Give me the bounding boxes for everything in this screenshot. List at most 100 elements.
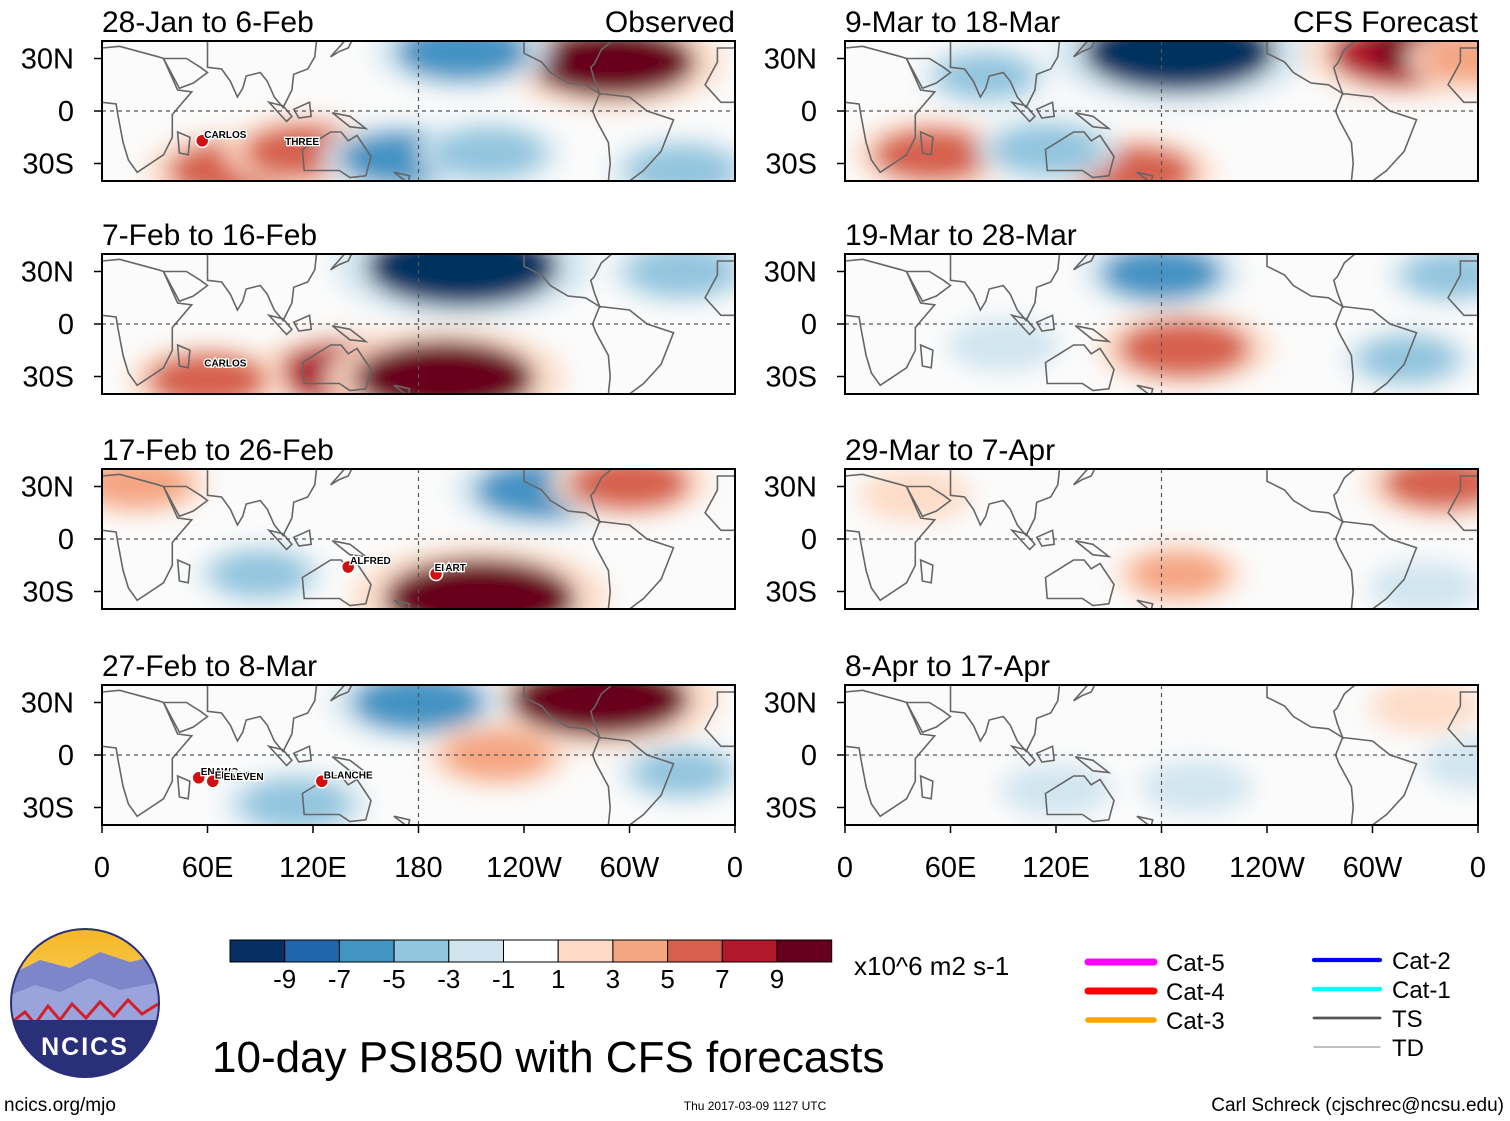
logo-text: NCICS bbox=[41, 1033, 129, 1061]
legend-label-cat-3: Cat-3 bbox=[1166, 1008, 1225, 1035]
anomaly-cell bbox=[1403, 254, 1478, 298]
continent-outline bbox=[162, 270, 209, 303]
storm-label: BART bbox=[438, 563, 466, 574]
continent-outline bbox=[176, 343, 191, 369]
panel-period-title: 17-Feb to 26-Feb bbox=[102, 434, 334, 467]
panel-source-label: Observed bbox=[605, 6, 735, 39]
land-outlines bbox=[845, 254, 1478, 394]
anomaly-cell bbox=[634, 749, 731, 796]
continent-outline bbox=[1009, 100, 1036, 123]
continent-outline bbox=[919, 343, 934, 369]
storm-marker bbox=[205, 774, 221, 789]
continent-outline bbox=[102, 258, 194, 387]
storm-marker bbox=[191, 770, 206, 785]
continent-outline bbox=[1447, 691, 1478, 748]
colorbar-swatch bbox=[448, 939, 504, 963]
anomaly-core bbox=[419, 254, 506, 287]
map-panel-fcst4: 30N 0 30S 8-Apr to 17-Apr 0 60E 120E 180 120W 60W… bbox=[764, 650, 1486, 884]
continent-outline bbox=[949, 254, 1061, 322]
continent-outline bbox=[949, 41, 1061, 109]
panel-period-title: 29-Mar to 7-Apr bbox=[845, 434, 1055, 467]
ncics-logo: NCICS bbox=[10, 928, 160, 1078]
x-tick-label: 60E bbox=[925, 852, 977, 884]
continent-outline bbox=[1044, 131, 1115, 179]
y-tick-label: 30S bbox=[22, 362, 74, 394]
continent-outline bbox=[949, 685, 1061, 753]
footer-credit: Carl Schreck (cjschrec@ncsu.edu) bbox=[1211, 1095, 1504, 1116]
storm-label: ALFRED bbox=[350, 556, 391, 567]
continent-outline bbox=[1136, 815, 1154, 825]
x-tick-label: 180 bbox=[394, 852, 442, 884]
continent-outline bbox=[949, 469, 1061, 537]
continent-outline bbox=[331, 540, 369, 558]
continent-outline bbox=[905, 57, 952, 90]
colorbar-tick-label: -3 bbox=[437, 964, 460, 994]
anomaly-cell bbox=[1154, 766, 1239, 807]
continent-outline bbox=[1073, 469, 1096, 486]
anomaly-cell bbox=[873, 474, 958, 516]
continent-outline bbox=[301, 131, 372, 179]
continent-outline bbox=[1044, 775, 1115, 823]
figure-title: 10-day PSI850 with CFS forecasts bbox=[212, 1033, 885, 1082]
continent-outline bbox=[176, 130, 191, 156]
anomaly-cell bbox=[961, 324, 1046, 366]
map-panel-obs2: CARLOS 30N 0 30S 7-Feb to 16-Feb bbox=[21, 219, 736, 395]
anomaly-cell bbox=[569, 469, 690, 510]
y-tick-label: 30S bbox=[765, 362, 817, 394]
continent-outline bbox=[330, 685, 353, 702]
legend-label-td: TD bbox=[1392, 1035, 1424, 1062]
continent-outline bbox=[176, 558, 191, 584]
anomaly-cell bbox=[1436, 743, 1478, 785]
continent-outline bbox=[176, 774, 191, 800]
continent-outline bbox=[393, 599, 411, 609]
storm-label: THREE bbox=[285, 137, 319, 148]
continent-outline bbox=[704, 691, 735, 748]
y-tick-label: 30N bbox=[21, 257, 74, 289]
anomaly-core bbox=[559, 685, 641, 718]
colorbar-tick-label: 9 bbox=[770, 964, 784, 994]
colorbar-swatch bbox=[667, 939, 723, 963]
continent-outline bbox=[704, 47, 735, 104]
colorbar-tick-label: -5 bbox=[383, 964, 406, 994]
anomaly-core bbox=[404, 359, 486, 394]
continent-outline bbox=[704, 475, 735, 532]
continent-outline bbox=[266, 528, 293, 551]
legend-label-cat-1: Cat-1 bbox=[1392, 977, 1451, 1004]
continent-outline bbox=[1035, 745, 1056, 763]
legend-label-ts: TS bbox=[1392, 1006, 1423, 1033]
continent-outline bbox=[1447, 47, 1478, 104]
continent-outline bbox=[1074, 112, 1112, 130]
y-tick-label: 30N bbox=[21, 688, 74, 720]
y-tick-label: 0 bbox=[801, 740, 817, 772]
map-panel-fcst3: 30N 0 30S 29-Mar to 7-Apr bbox=[764, 434, 1479, 610]
continent-outline bbox=[162, 57, 209, 90]
anomaly-cell bbox=[628, 145, 735, 181]
legend-label-cat-2: Cat-2 bbox=[1392, 948, 1451, 975]
continent-outline bbox=[330, 41, 353, 58]
y-tick-label: 0 bbox=[801, 524, 817, 556]
continent-outline bbox=[1009, 528, 1036, 551]
anomaly-cell bbox=[1359, 336, 1456, 382]
anomaly-field bbox=[946, 254, 1478, 390]
colorbar-swatch bbox=[393, 939, 450, 963]
panel-period-title: 7-Feb to 16-Feb bbox=[102, 219, 317, 252]
continent-outline bbox=[919, 558, 934, 584]
continent-outline bbox=[905, 701, 952, 734]
continent-outline bbox=[845, 45, 937, 174]
colorbar-tick-label: -7 bbox=[328, 964, 351, 994]
map-panels: CARLOS THREE 30N 0 30S 28-Jan to 6-Feb Observe… bbox=[21, 6, 1486, 884]
continent-outline bbox=[1447, 475, 1478, 532]
map-panel-obs1: CARLOS THREE 30N 0 30S 28-Jan to 6-Feb Observe… bbox=[21, 6, 736, 182]
colorbar-tick-label: 7 bbox=[715, 964, 729, 994]
colorbar-tick-label: -1 bbox=[492, 964, 515, 994]
y-tick-label: 30N bbox=[764, 44, 817, 76]
anomaly-cell bbox=[241, 779, 350, 825]
continent-outline bbox=[704, 260, 735, 317]
anomaly-cell bbox=[1131, 551, 1228, 597]
y-tick-label: 0 bbox=[58, 740, 74, 772]
storm-label: ELEVEN bbox=[224, 772, 264, 783]
colorbar-swatch bbox=[284, 939, 340, 963]
